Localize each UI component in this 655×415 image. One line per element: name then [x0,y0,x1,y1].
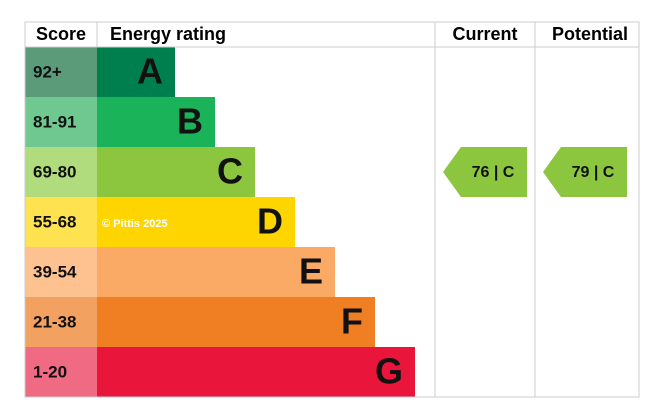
header-rating: Energy rating [110,24,226,44]
score-label: 81-91 [33,112,76,131]
band-letter: D [257,201,283,242]
potential-arrow [543,147,627,197]
score-label: 1-20 [33,362,67,381]
band-bar [97,197,295,247]
band-letter: F [341,301,363,342]
score-cell [25,147,97,197]
potential-label: 79 | C [572,164,615,181]
score-cell [25,347,97,397]
band-bar [97,297,375,347]
header-score: Score [36,24,86,44]
band-letter: A [137,51,163,92]
band-bar [97,347,415,397]
score-label: 92+ [33,62,62,81]
score-label: 39-54 [33,262,77,281]
grid [24,21,640,398]
current-label: 76 | C [472,164,515,181]
band-bar [97,47,175,97]
band-letter: E [299,251,323,292]
score-label: 69-80 [33,162,76,181]
score-cell [25,297,97,347]
band-bar [97,147,255,197]
frame [24,21,640,398]
current-arrow [443,147,527,197]
score-label: 21-38 [33,312,76,331]
watermark: © Pittis 2025 [102,218,168,230]
score-cell [25,97,97,147]
band-letter: G [375,351,403,392]
band-bar [97,97,215,147]
score-cell [25,47,97,97]
header-potential: Potential [552,24,628,44]
score-cell [25,247,97,297]
score-label: 55-68 [33,212,76,231]
header-current: Current [452,24,517,44]
band-bar [97,247,335,297]
band-letter: B [177,101,203,142]
band-letter: C [217,151,243,192]
score-cell [25,197,97,247]
